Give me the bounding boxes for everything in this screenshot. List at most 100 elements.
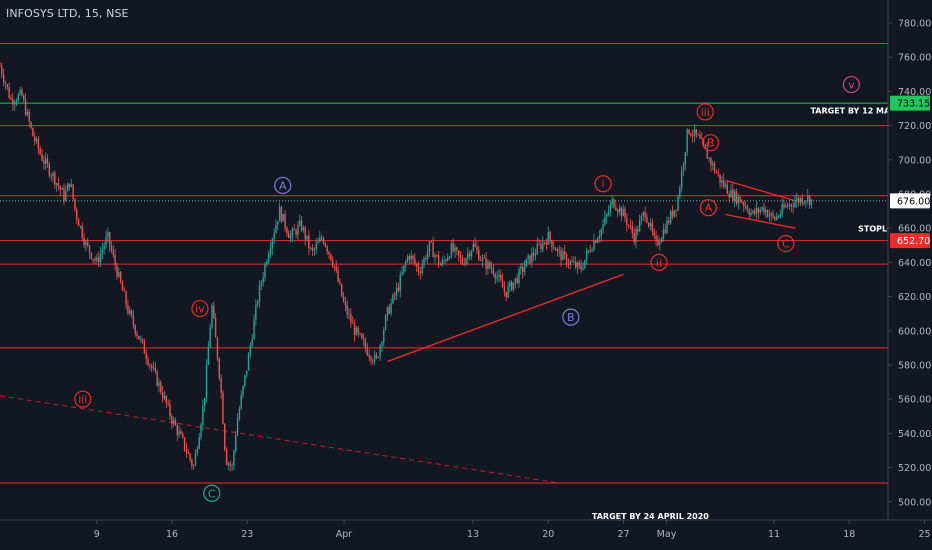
candle-body bbox=[574, 261, 577, 268]
candle-body bbox=[589, 250, 591, 252]
candle-body bbox=[615, 207, 617, 211]
candle-body bbox=[454, 247, 456, 252]
candle-body bbox=[712, 163, 714, 166]
candle-body bbox=[543, 242, 546, 244]
candle-body bbox=[362, 338, 365, 341]
candle-body bbox=[604, 216, 606, 225]
candle-body bbox=[194, 452, 197, 466]
candle-body bbox=[156, 371, 158, 386]
candle-body bbox=[182, 433, 184, 438]
candle-body bbox=[445, 259, 447, 261]
candle-body bbox=[114, 254, 116, 266]
candle-body bbox=[74, 198, 76, 210]
candle-body bbox=[415, 263, 418, 267]
candle-body bbox=[130, 310, 133, 316]
candle-body bbox=[730, 189, 732, 198]
candle-body bbox=[97, 257, 100, 263]
candle-body bbox=[468, 253, 471, 257]
candle-body bbox=[313, 249, 316, 251]
candle-body bbox=[172, 420, 175, 424]
price-tick-label: 760.00 bbox=[898, 53, 931, 64]
wave-circle bbox=[701, 134, 720, 152]
candle-body bbox=[785, 205, 787, 208]
candle-body bbox=[459, 255, 462, 259]
candle-body bbox=[726, 184, 729, 194]
wave-circle bbox=[274, 176, 292, 195]
candle-body bbox=[651, 223, 654, 232]
candle-body bbox=[160, 382, 162, 393]
candle-body bbox=[717, 173, 719, 175]
candle-body bbox=[30, 121, 32, 128]
wave-circle bbox=[594, 175, 612, 193]
candle-body bbox=[118, 272, 120, 277]
candle-body bbox=[379, 345, 381, 357]
candle-body bbox=[145, 353, 147, 360]
candle-body bbox=[23, 95, 25, 100]
candle-body bbox=[428, 241, 431, 252]
candle-body bbox=[419, 272, 422, 274]
candle-body bbox=[300, 220, 303, 231]
candle-body bbox=[536, 243, 538, 255]
candle-body bbox=[512, 282, 515, 291]
candle-body bbox=[701, 138, 703, 140]
candle-body bbox=[61, 188, 63, 190]
candle-body bbox=[125, 291, 127, 305]
candle-body bbox=[99, 253, 102, 263]
price-tick-label: 500.00 bbox=[898, 497, 931, 508]
candle-body bbox=[26, 111, 29, 115]
candle-body bbox=[671, 211, 674, 217]
candle-body bbox=[138, 335, 140, 340]
candle-body bbox=[282, 214, 284, 222]
candle-body bbox=[549, 231, 551, 241]
candle-body bbox=[79, 226, 82, 227]
candle-body bbox=[565, 254, 568, 265]
candle-body bbox=[85, 242, 87, 246]
candle-body bbox=[472, 243, 475, 251]
candle-body bbox=[724, 184, 727, 187]
candle-body bbox=[375, 354, 378, 358]
candle-body bbox=[414, 258, 416, 264]
candle-body bbox=[721, 180, 723, 183]
candle-body bbox=[490, 267, 493, 270]
trendline bbox=[386, 273, 624, 363]
candle-body bbox=[786, 205, 789, 207]
candle-body bbox=[339, 281, 341, 284]
wave-label: B bbox=[707, 137, 715, 150]
candle-body bbox=[591, 249, 593, 252]
candle-body bbox=[66, 183, 69, 192]
candle-body bbox=[772, 213, 774, 217]
candle-body bbox=[679, 187, 681, 198]
annotation-text: STOPLOSS bbox=[858, 225, 905, 234]
time-tick-label: 16 bbox=[166, 529, 178, 540]
candle-body bbox=[733, 191, 736, 201]
candle-body bbox=[412, 255, 414, 259]
candle-body bbox=[538, 243, 540, 245]
candle-body bbox=[35, 138, 38, 142]
candle-body bbox=[584, 259, 586, 269]
candle-body bbox=[21, 89, 23, 96]
candle-body bbox=[384, 315, 387, 330]
candle-body bbox=[501, 280, 504, 288]
candle-body bbox=[624, 208, 626, 218]
candle-body bbox=[649, 223, 652, 227]
candle-body bbox=[664, 229, 666, 233]
candle-body bbox=[796, 198, 798, 202]
candle-body bbox=[288, 233, 290, 239]
candle-body bbox=[65, 191, 67, 201]
candle-body bbox=[807, 195, 809, 201]
price-label-text: 733.15 bbox=[897, 99, 930, 110]
candle-body bbox=[101, 249, 104, 254]
candle-body bbox=[178, 431, 180, 435]
candle-body bbox=[737, 196, 740, 204]
candle-body bbox=[324, 243, 326, 247]
candle-body bbox=[154, 367, 157, 372]
candle-body bbox=[258, 285, 261, 302]
candle-body bbox=[386, 307, 389, 316]
candle-body bbox=[699, 134, 701, 139]
candle-body bbox=[214, 318, 217, 338]
candle-body bbox=[189, 453, 191, 460]
candle-body bbox=[149, 364, 151, 366]
candle-body bbox=[112, 250, 115, 255]
candle-body bbox=[140, 338, 142, 340]
